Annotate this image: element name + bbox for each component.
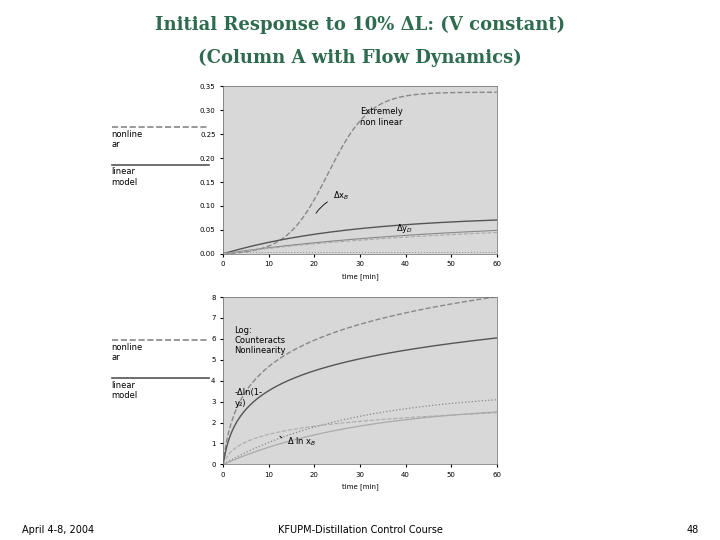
Text: -Δln(1-
y₂): -Δln(1- y₂) <box>235 388 263 408</box>
Text: nonline
ar: nonline ar <box>112 130 143 149</box>
Text: KFUPM-Distillation Control Course: KFUPM-Distillation Control Course <box>278 524 442 535</box>
Text: $\Delta$y$_D$: $\Delta$y$_D$ <box>397 222 413 235</box>
Text: April 4-8, 2004: April 4-8, 2004 <box>22 524 94 535</box>
Text: (Column A with Flow Dynamics): (Column A with Flow Dynamics) <box>198 49 522 67</box>
Text: Initial Response to 10% ΔL: (V constant): Initial Response to 10% ΔL: (V constant) <box>155 16 565 35</box>
X-axis label: time [min]: time [min] <box>341 273 379 280</box>
X-axis label: time [min]: time [min] <box>341 484 379 490</box>
Text: linear
model: linear model <box>112 167 138 187</box>
Text: Extremely
non linear: Extremely non linear <box>360 107 403 127</box>
Text: $\Delta$ ln x$_B$: $\Delta$ ln x$_B$ <box>280 436 317 448</box>
Text: 48: 48 <box>686 524 698 535</box>
Text: Log:
Counteracts
Nonlinearity: Log: Counteracts Nonlinearity <box>235 326 286 355</box>
Text: linear
model: linear model <box>112 381 138 400</box>
Text: nonline
ar: nonline ar <box>112 343 143 362</box>
Text: $\Delta$x$_B$: $\Delta$x$_B$ <box>316 190 349 213</box>
